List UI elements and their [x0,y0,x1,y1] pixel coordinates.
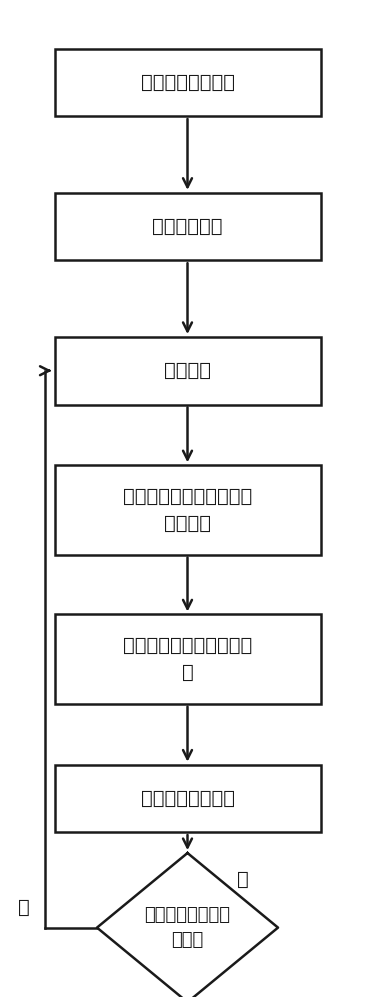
FancyBboxPatch shape [54,465,321,555]
Text: 识别孔隙网络: 识别孔隙网络 [152,217,223,236]
Text: 更新孔隙渗流系数: 更新孔隙渗流系数 [141,789,234,808]
FancyBboxPatch shape [54,193,321,260]
Text: 否: 否 [18,898,29,917]
Text: 固体位移对孔隙流体的作
用: 固体位移对孔隙流体的作 用 [123,636,252,682]
FancyBboxPatch shape [54,337,321,405]
Text: 孔隙渗流: 孔隙渗流 [164,361,211,380]
Text: 生成固体颗粒单元: 生成固体颗粒单元 [141,73,234,92]
FancyBboxPatch shape [54,49,321,116]
Text: 是: 是 [237,870,249,889]
Text: 孔隙流体及相邻颗粒对固
体的作用: 孔隙流体及相邻颗粒对固 体的作用 [123,487,252,533]
FancyBboxPatch shape [54,614,321,704]
FancyBboxPatch shape [54,765,321,832]
Text: 固体颗粒平衡，流
场稳定: 固体颗粒平衡，流 场稳定 [144,906,231,949]
